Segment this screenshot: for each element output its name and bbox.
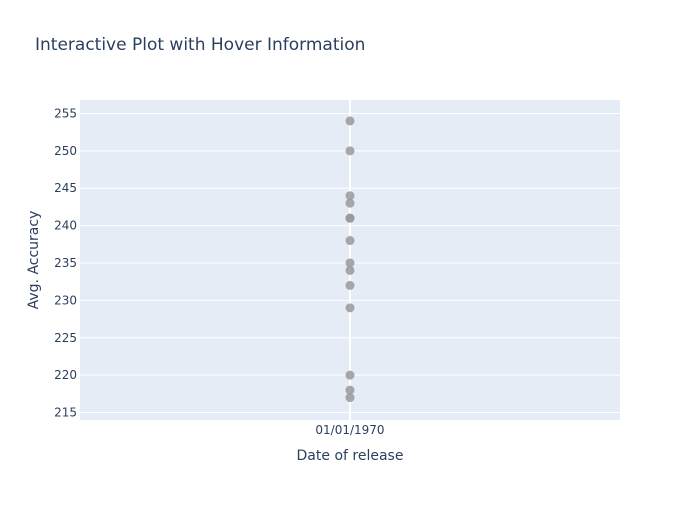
y-tick-label: 230 (54, 293, 77, 307)
y-tick-label: 255 (54, 106, 77, 120)
y-tick-label: 245 (54, 181, 77, 195)
data-point[interactable] (345, 393, 355, 403)
data-points (345, 116, 355, 403)
x-axis-ticks: 01/01/1970 (315, 423, 384, 437)
data-point[interactable] (345, 116, 355, 126)
data-point[interactable] (345, 236, 355, 246)
data-point[interactable] (345, 303, 355, 313)
y-tick-label: 220 (54, 368, 77, 382)
y-tick-label: 240 (54, 219, 77, 233)
data-point[interactable] (345, 280, 355, 290)
y-tick-label: 250 (54, 144, 77, 158)
x-axis-title: Date of release (297, 448, 404, 464)
data-point[interactable] (345, 198, 355, 208)
data-point[interactable] (345, 265, 355, 275)
data-point[interactable] (345, 146, 355, 156)
data-point[interactable] (345, 258, 355, 268)
x-tick-label: 01/01/1970 (315, 423, 384, 437)
data-point[interactable] (345, 191, 355, 201)
y-tick-label: 235 (54, 256, 77, 270)
y-axis-title: Avg. Accuracy (26, 211, 42, 310)
data-point[interactable] (345, 213, 355, 223)
y-tick-label: 225 (54, 331, 77, 345)
data-point[interactable] (345, 370, 355, 380)
y-axis-ticks: 215 220 225 230 235 240 245 250 255 (54, 106, 77, 419)
y-tick-label: 215 (54, 406, 77, 420)
data-point[interactable] (345, 385, 355, 395)
chart-title: Interactive Plot with Hover Information (35, 35, 365, 55)
